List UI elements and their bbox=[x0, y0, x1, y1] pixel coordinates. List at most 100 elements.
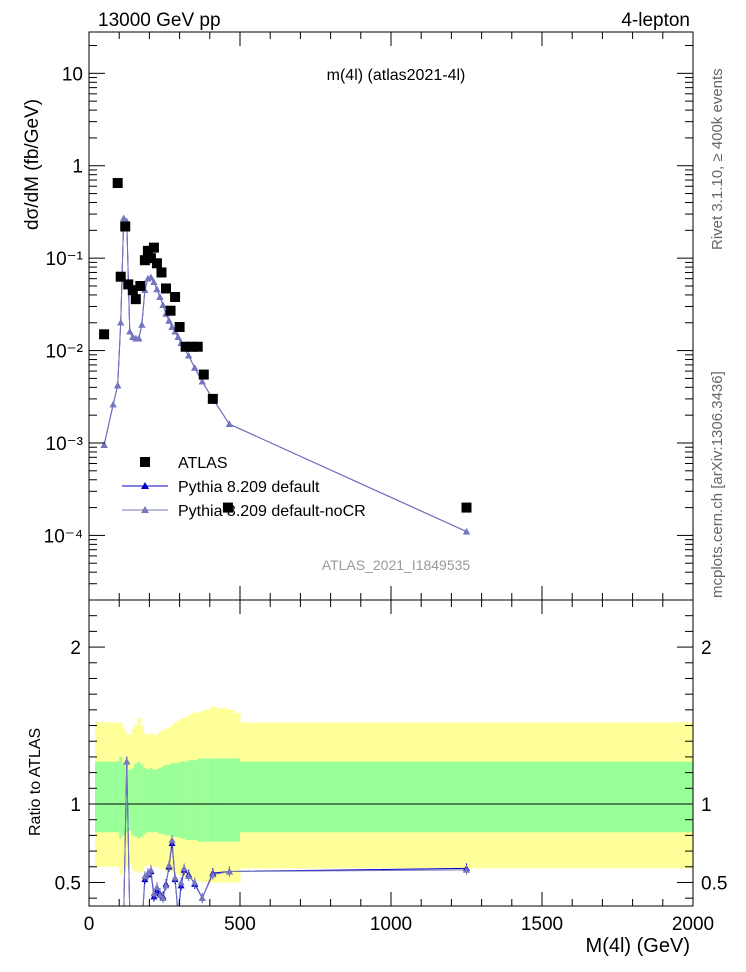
uncertainty-band-inner bbox=[227, 758, 235, 842]
uncertainty-band-inner bbox=[128, 769, 132, 831]
uncertainty-band-inner bbox=[206, 758, 211, 842]
pythia-nocr-point bbox=[198, 378, 206, 385]
uncertainty-band-inner bbox=[191, 760, 196, 841]
pythia-nocr-point bbox=[138, 321, 146, 328]
uncertainty-band-inner bbox=[173, 763, 178, 837]
main-y-tick-label: 10⁻² bbox=[46, 342, 84, 363]
ratio-nocr-point bbox=[135, 917, 142, 923]
uncertainty-band-inner bbox=[179, 761, 184, 839]
ratio-y-tick-label-right: 0.5 bbox=[701, 873, 727, 894]
pythia-nocr-point bbox=[156, 293, 164, 300]
legend-label-default: Pythia 8.209 default bbox=[178, 479, 320, 496]
uncertainty-band-inner bbox=[158, 767, 162, 834]
atlas-data-point bbox=[222, 502, 233, 513]
uncertainty-band-inner bbox=[140, 764, 144, 837]
ratio-y-tick-label-right: 1 bbox=[701, 795, 712, 816]
main-y-tick-label: 10⁻⁴ bbox=[44, 526, 83, 547]
ratio-nocr-point bbox=[191, 878, 199, 886]
ratio-y-tick-label: 1 bbox=[70, 795, 81, 816]
uncertainty-band-inner bbox=[107, 761, 114, 833]
atlas-data-point bbox=[192, 341, 203, 352]
ratio-nocr-point bbox=[171, 874, 179, 881]
atlas-data-point bbox=[99, 329, 110, 340]
x-tick-label: 1500 bbox=[521, 914, 563, 935]
ratio-nocr-point bbox=[185, 872, 193, 879]
uncertainty-band-inner bbox=[122, 763, 126, 836]
ratio-nocr-point bbox=[120, 910, 127, 916]
header-process-label: 4-lepton bbox=[621, 10, 690, 31]
side-label-mcplots: mcplots.cern.ch [arXiv:1306.3436] bbox=[709, 371, 726, 598]
uncertainty-band-inner bbox=[143, 767, 147, 834]
uncertainty-band-inner bbox=[170, 763, 175, 837]
ratio-nocr-point bbox=[159, 894, 167, 901]
atlas-data-point bbox=[142, 245, 153, 256]
atlas-data-point bbox=[180, 341, 191, 352]
pythia-nocr-point bbox=[109, 401, 117, 408]
ratio-default-point bbox=[175, 910, 182, 916]
ratio-default-point bbox=[129, 913, 136, 919]
pythia-nocr-point bbox=[126, 328, 134, 335]
ratio-nocr-point bbox=[177, 878, 185, 886]
ratio-panel: 0.5 0.5 1 1 2 2 0 500 1000 1500 2000 Ratio to ATLA… bbox=[27, 599, 727, 957]
main-y-tick-label: 1 bbox=[72, 157, 83, 178]
atlas-data-point bbox=[207, 393, 218, 404]
pythia-nocr-point bbox=[165, 317, 173, 324]
ratio-nocr-point bbox=[463, 866, 470, 873]
main-y-tick-label: 10⁻³ bbox=[46, 434, 84, 455]
uncertainty-band-inner bbox=[176, 763, 181, 837]
ratio-nocr-point bbox=[209, 871, 217, 878]
atlas-data-point bbox=[139, 255, 150, 266]
ratio-default-point bbox=[135, 917, 142, 923]
uncertainty-band-inner bbox=[134, 763, 138, 837]
main-panel: 10 1 10⁻¹ 10⁻² 10⁻³ 10⁻⁴ m(4l) (atlas2021-4l)… bbox=[22, 31, 694, 601]
atlas-data-point bbox=[123, 279, 134, 290]
uncertainty-band-inner bbox=[221, 758, 229, 842]
pythia-nocr-point bbox=[114, 381, 122, 389]
uncertainty-band-inner bbox=[149, 767, 153, 833]
uncertainty-band-inner bbox=[101, 761, 108, 833]
ratio-y-tick-label: 0.5 bbox=[55, 873, 81, 894]
ratio-nocr-point bbox=[117, 910, 124, 916]
ratio-nocr-point bbox=[114, 926, 121, 932]
x-axis-label: M(4l) (GeV) bbox=[586, 935, 690, 957]
uncertainty-band-inner bbox=[200, 758, 205, 842]
pythia-nocr-point bbox=[100, 441, 108, 448]
legend-marker-nocr bbox=[141, 506, 149, 513]
ratio-nocr-point bbox=[138, 923, 145, 929]
uncertainty-band-inner bbox=[240, 761, 693, 833]
ratio-nocr-point bbox=[126, 910, 133, 916]
uncertainty-band-inner bbox=[167, 764, 172, 836]
atlas-data-point bbox=[115, 271, 126, 282]
atlas-data-point bbox=[127, 285, 138, 296]
atlas-data-point bbox=[151, 258, 162, 269]
x-tick-label: 2000 bbox=[672, 914, 714, 935]
atlas-data-point bbox=[112, 178, 123, 189]
ratio-nocr-point bbox=[150, 889, 158, 897]
atlas-data-point bbox=[130, 294, 141, 305]
side-label-rivet: Rivet 3.1.10, ≥ 400k events bbox=[709, 68, 726, 250]
pythia-nocr-point bbox=[147, 273, 155, 281]
x-tick-label: 500 bbox=[224, 914, 256, 935]
pythia-nocr-point bbox=[117, 319, 125, 326]
ratio-nocr-point bbox=[162, 882, 170, 889]
ratio-nocr-point bbox=[180, 864, 188, 872]
pythia-nocr-point bbox=[191, 364, 199, 371]
ratio-nocr-point bbox=[132, 910, 139, 916]
ratio-nocr-point bbox=[153, 883, 161, 890]
uncertainty-band-inner bbox=[146, 769, 150, 833]
atlas-data-point bbox=[156, 267, 167, 278]
atlas-data-point bbox=[170, 291, 181, 302]
legend-marker-atlas bbox=[140, 457, 150, 467]
pythia-nocr-point bbox=[159, 301, 167, 308]
pythia-nocr-point bbox=[463, 528, 470, 535]
uncertainty-band-inner bbox=[203, 758, 208, 842]
ratio-nocr-point bbox=[129, 913, 136, 919]
atlas-data-point bbox=[198, 369, 209, 380]
legend-label-atlas: ATLAS bbox=[178, 455, 228, 472]
ratio-nocr-point bbox=[156, 891, 164, 898]
ratio-default-point bbox=[117, 910, 124, 916]
uncertainty-band-inner bbox=[185, 761, 190, 841]
ratio-nocr-point bbox=[198, 894, 206, 901]
ratio-nocr-point bbox=[168, 836, 176, 843]
